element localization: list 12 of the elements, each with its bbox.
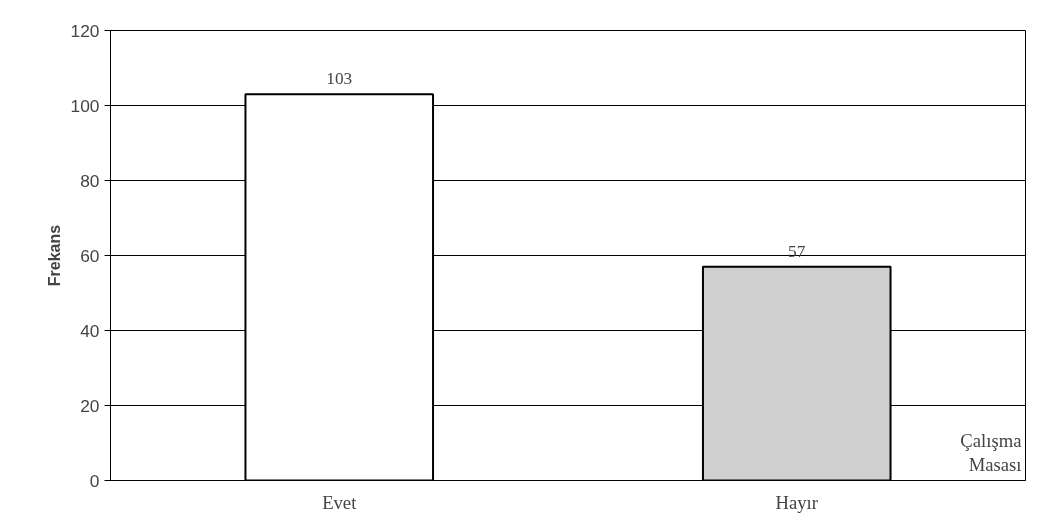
y-tick-label: 120	[70, 20, 100, 41]
y-axis-title: Frekans	[45, 224, 63, 287]
y-tick-label: 0	[89, 470, 100, 491]
y-tick-label: 80	[80, 170, 100, 191]
x-tick-label: Evet	[322, 491, 358, 513]
annotation: Çalışma Masası	[960, 429, 1023, 475]
y-tick-label: 40	[80, 320, 100, 341]
y-tick-label: 60	[80, 245, 100, 266]
y-tick-label: 100	[70, 95, 100, 116]
x-tick-label: Hayır	[775, 491, 819, 513]
data-label: 103	[326, 69, 353, 89]
y-tick-label: 20	[80, 395, 100, 416]
